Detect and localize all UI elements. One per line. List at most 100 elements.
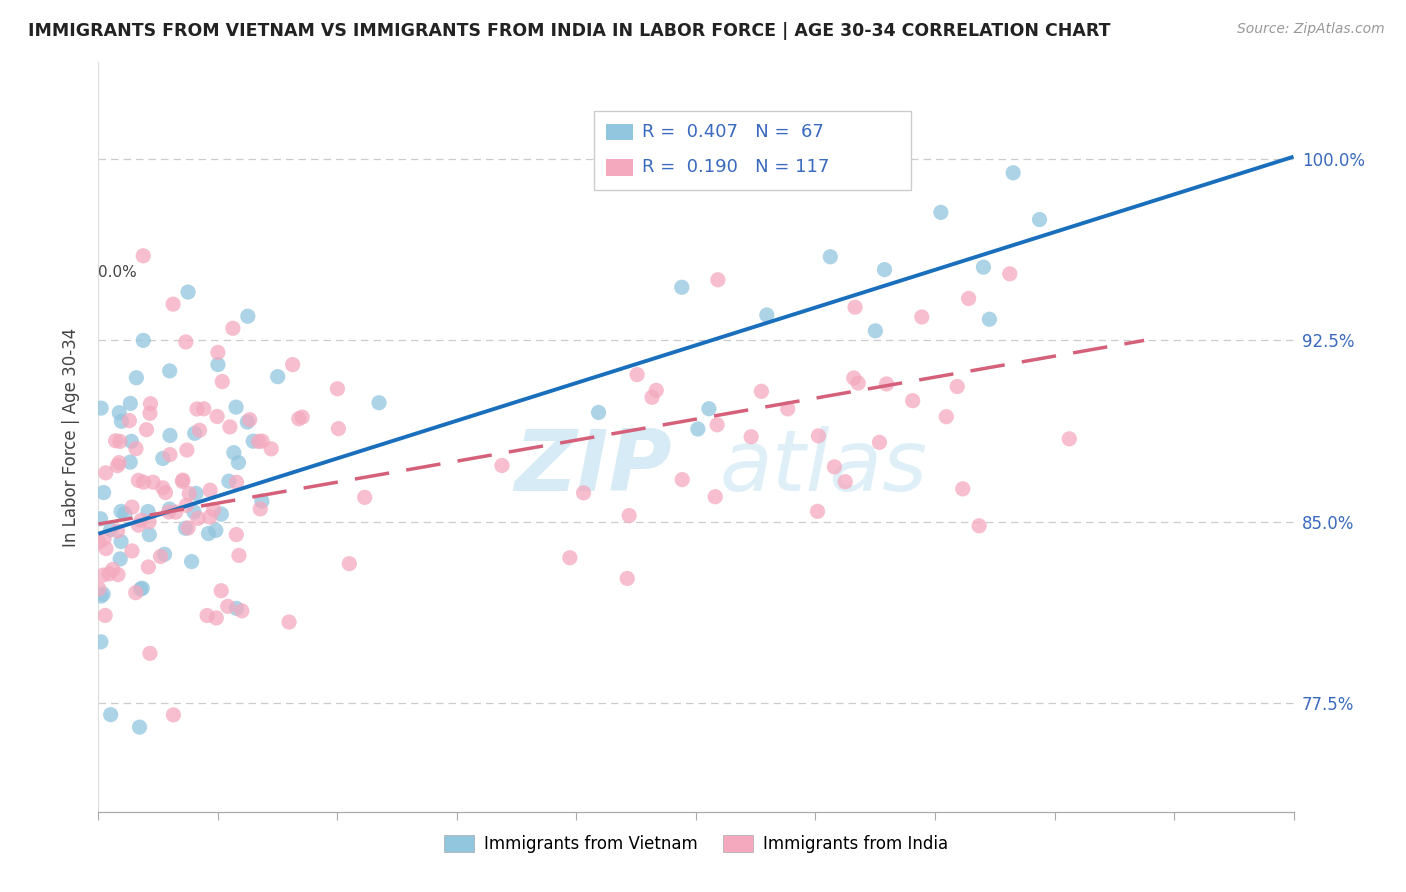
Point [132, 334, 155, 348]
Point [998, 267, 1021, 281]
Point [247, 434, 270, 449]
Point [87, 582, 110, 596]
Point [184, 486, 207, 500]
Point [225, 475, 247, 490]
Point [125, 370, 148, 384]
Point [776, 401, 799, 416]
Point [87, 535, 110, 549]
Point [222, 445, 245, 459]
Point [236, 310, 259, 324]
Point [94, 541, 117, 556]
Point [707, 273, 730, 287]
Point [865, 324, 887, 338]
Point [911, 310, 934, 324]
Point [935, 409, 957, 424]
Point [120, 455, 142, 469]
Point [328, 422, 350, 436]
Text: R =  0.407   N =  67: R = 0.407 N = 67 [643, 123, 824, 141]
Point [120, 396, 142, 410]
Point [91, 568, 114, 582]
Point [90, 635, 112, 649]
Text: atlas: atlas [720, 425, 928, 508]
Point [979, 312, 1001, 326]
Point [558, 550, 581, 565]
Point [90, 401, 112, 416]
Point [110, 534, 132, 549]
Point [337, 557, 360, 571]
Point [225, 527, 247, 541]
Point [162, 297, 184, 311]
Point [697, 401, 720, 416]
Point [198, 483, 221, 498]
Text: Source: ZipAtlas.com: Source: ZipAtlas.com [1237, 22, 1385, 37]
Point [176, 442, 198, 457]
Point [846, 376, 869, 390]
Point [132, 249, 155, 263]
Point [139, 397, 162, 411]
Y-axis label: In Labor Force | Age 30-34: In Labor Force | Age 30-34 [62, 327, 80, 547]
Point [219, 420, 242, 434]
Point [704, 490, 727, 504]
Point [138, 560, 160, 574]
Point [179, 486, 201, 500]
Point [288, 411, 311, 425]
Point [250, 434, 273, 448]
Point [174, 334, 197, 349]
Point [165, 505, 187, 519]
Point [952, 482, 974, 496]
Point [267, 369, 290, 384]
Point [225, 400, 247, 414]
Point [842, 371, 865, 385]
Point [572, 486, 595, 500]
Point [278, 615, 301, 629]
Point [100, 707, 122, 722]
Point [204, 524, 226, 538]
Bar [606, 124, 633, 140]
Point [1059, 432, 1081, 446]
Point [876, 376, 898, 391]
Point [186, 401, 208, 416]
Text: R =  0.190   N = 117: R = 0.190 N = 117 [643, 159, 830, 177]
Point [820, 250, 842, 264]
Point [188, 423, 211, 437]
Point [159, 428, 181, 442]
Point [967, 518, 990, 533]
Point [108, 406, 131, 420]
Point [231, 604, 253, 618]
Point [138, 527, 160, 541]
Point [187, 511, 209, 525]
Point [153, 547, 176, 561]
Legend: Immigrants from Vietnam, Immigrants from India: Immigrants from Vietnam, Immigrants from… [437, 828, 955, 860]
Point [249, 502, 271, 516]
Point [139, 646, 162, 660]
Point [260, 442, 283, 456]
Point [207, 345, 229, 359]
Point [193, 401, 215, 416]
Point [104, 434, 127, 448]
Point [671, 280, 693, 294]
Point [172, 475, 194, 489]
Point [491, 458, 513, 473]
Point [755, 308, 778, 322]
Point [616, 571, 638, 585]
Point [281, 358, 304, 372]
Point [114, 507, 136, 521]
Point [132, 475, 155, 490]
Point [250, 494, 273, 508]
Point [326, 382, 349, 396]
Point [641, 390, 664, 404]
Point [198, 510, 221, 524]
Point [228, 456, 250, 470]
Point [159, 364, 181, 378]
Point [127, 473, 149, 487]
Point [107, 567, 129, 582]
Point [291, 410, 314, 425]
Point [138, 515, 160, 529]
Point [131, 581, 153, 595]
Point [177, 285, 200, 299]
Point [107, 524, 129, 538]
Point [972, 260, 994, 274]
Point [125, 585, 148, 599]
Point [180, 555, 202, 569]
Point [110, 414, 132, 428]
